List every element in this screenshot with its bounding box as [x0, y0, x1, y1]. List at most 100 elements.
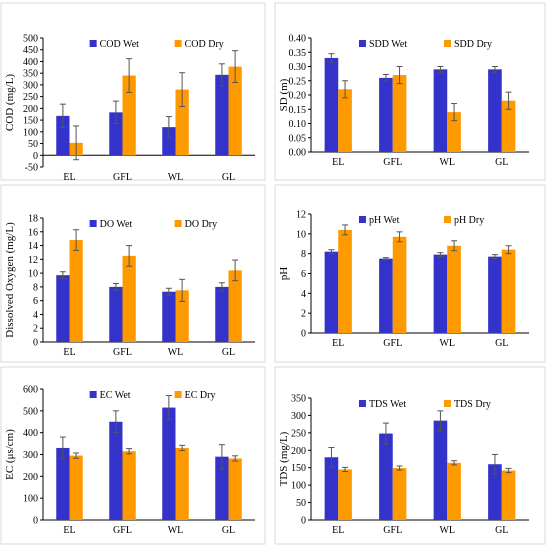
y-tick-label: 100 — [23, 127, 38, 138]
bar-dry-GL — [228, 270, 242, 342]
y-tick-label: 14 — [28, 241, 38, 252]
bar-wet-GFL — [379, 77, 393, 152]
legend-label-wet: SDD Wet — [369, 39, 407, 50]
legend-swatch-dry — [443, 40, 451, 47]
y-tick-label: 100 — [291, 481, 306, 492]
bar-wet-WL — [433, 420, 448, 520]
y-tick-label: 8 — [301, 249, 306, 260]
y-tick-label: 0.25 — [289, 76, 307, 87]
y-tick-label: 600 — [23, 385, 38, 396]
y-tick-label: 500 — [23, 406, 38, 417]
y-tick-label: 400 — [23, 428, 38, 439]
legend-swatch-dry — [174, 220, 182, 227]
y-tick-label: 0.00 — [289, 148, 307, 159]
bar-wet-WL — [162, 127, 176, 156]
bar-dry-EL — [338, 469, 352, 520]
x-tick-label-EL: EL — [63, 347, 75, 358]
bar-wet-GL — [215, 456, 229, 520]
chart-panel-5: 0 100 200 300 400 500 600 EC (μs/cm) EL GFL WL GL EC… — [0, 366, 266, 545]
y-tick-label: 0.20 — [289, 91, 307, 102]
x-tick-label-GL: GL — [222, 525, 235, 536]
y-axis-title: Dissolved Oxygen (mg/L) — [4, 222, 16, 338]
y-tick-label: 12 — [28, 255, 38, 266]
y-tick-label: 350 — [23, 69, 38, 80]
y-tick-label: 0 — [301, 516, 306, 527]
legend-label-wet: COD Wet — [100, 39, 140, 50]
x-tick-label-WL: WL — [439, 338, 455, 349]
x-tick-label-GL: GL — [495, 525, 508, 536]
bar-wet-GFL — [109, 421, 123, 520]
y-tick-label: 150 — [291, 463, 306, 474]
bar-dry-WL — [447, 112, 461, 152]
bar-dry-GL — [501, 100, 516, 152]
bar-dry-WL — [447, 462, 461, 520]
bar-dry-WL — [447, 245, 461, 333]
bar-wet-GFL — [379, 433, 393, 520]
x-tick-label-GL: GL — [222, 172, 235, 183]
bar-wet-EL — [56, 115, 70, 156]
y-tick-label: 6 — [301, 269, 306, 280]
bar-wet-GL — [215, 286, 229, 342]
y-axis-title: EC (μs/cm) — [4, 429, 16, 480]
legend-swatch-wet — [358, 40, 366, 47]
chart-panel-4: 0 2 4 6 8 10 12 pH EL GFL WL GL pH Wet pH Dry — [274, 184, 546, 363]
bar-dry-EL — [338, 89, 352, 152]
bar-wet-GL — [488, 256, 502, 333]
bar-dry-GFL — [122, 451, 136, 520]
y-tick-label: 10 — [28, 269, 38, 280]
x-tick-label-GFL: GFL — [113, 347, 132, 358]
y-tick-label: 50 — [296, 498, 306, 509]
y-tick-label: 0 — [33, 338, 38, 349]
x-tick-label-WL: WL — [168, 347, 184, 358]
chart-panel-3: 0 2 4 6 8 10 12 14 16 18 Dissolved Oxygen (mg/L) EL… — [0, 184, 266, 363]
y-tick-label: 4 — [301, 289, 306, 300]
bar-wet-EL — [324, 251, 339, 333]
x-tick-label-GFL: GFL — [383, 338, 402, 349]
x-tick-label-GFL: GFL — [383, 157, 402, 168]
legend-label-dry: SDD Dry — [454, 39, 492, 50]
bar-wet-EL — [56, 447, 70, 520]
bar-dry-GFL — [122, 75, 136, 156]
y-tick-label: 300 — [23, 80, 38, 91]
bar-wet-WL — [162, 291, 176, 342]
x-tick-label-EL: EL — [332, 338, 344, 349]
x-tick-label-GFL: GFL — [113, 172, 132, 183]
y-tick-label: 10 — [296, 229, 306, 240]
legend-swatch-dry — [443, 216, 451, 223]
legend-label-wet: TDS Wet — [369, 399, 406, 410]
legend-swatch-wet — [89, 40, 97, 47]
x-tick-label-WL: WL — [168, 172, 184, 183]
bar-wet-WL — [433, 69, 448, 152]
y-tick-label: 2 — [301, 309, 306, 320]
legend-swatch-wet — [358, 216, 366, 223]
y-tick-label: 450 — [23, 45, 38, 56]
bar-dry-EL — [69, 240, 83, 342]
x-tick-label-EL: EL — [332, 525, 344, 536]
x-tick-label-WL: WL — [439, 157, 455, 168]
y-tick-label: 2 — [33, 324, 38, 335]
bar-dry-GFL — [392, 468, 407, 520]
x-tick-label-GFL: GFL — [383, 525, 402, 536]
y-tick-label: 0.10 — [289, 119, 307, 130]
bar-dry-GL — [228, 458, 242, 520]
y-tick-label: 6 — [33, 296, 38, 307]
legend-label-dry: DO Dry — [185, 219, 218, 230]
legend-label-dry: TDS Dry — [454, 399, 491, 410]
y-tick-label: 400 — [23, 57, 38, 68]
y-tick-label: 0 — [301, 329, 306, 340]
bar-wet-EL — [324, 457, 339, 520]
y-tick-label: 0.30 — [289, 62, 307, 73]
y-tick-label: 200 — [291, 446, 306, 457]
y-tick-label: 100 — [23, 494, 38, 505]
chart-panel-6: 0 50 100 150 200 250 300 350 TDS (mg/L) EL GFL WL GL… — [274, 366, 546, 545]
legend-label-wet: pH Wet — [369, 215, 400, 226]
y-tick-label: 250 — [291, 428, 306, 439]
y-tick-label: -50 — [25, 163, 38, 174]
x-tick-label-GL: GL — [495, 157, 508, 168]
y-axis-title: SD (m) — [278, 78, 290, 111]
bar-wet-EL — [324, 57, 339, 153]
bar-dry-GFL — [392, 75, 407, 152]
y-tick-label: 0.35 — [289, 48, 307, 59]
